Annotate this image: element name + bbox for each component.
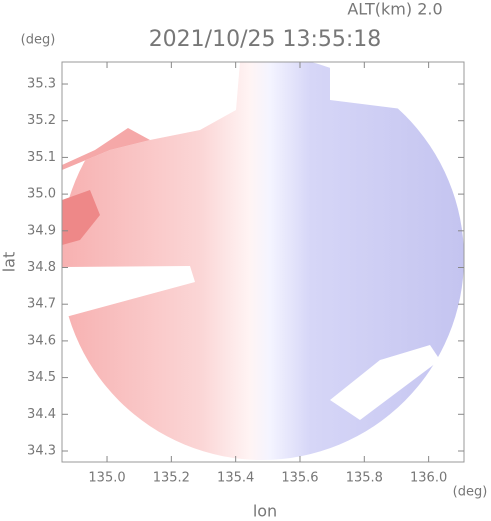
x-tick-label: 135.2 bbox=[153, 471, 190, 486]
y-unit: (deg) bbox=[21, 33, 56, 48]
y-tick-label: 34.6 bbox=[27, 333, 56, 348]
y-tick-label: 34.7 bbox=[27, 297, 56, 312]
y-tick-label: 35.1 bbox=[27, 150, 56, 165]
x-tick-label: 136.0 bbox=[410, 471, 447, 486]
x-tick-label: 135.4 bbox=[217, 471, 254, 486]
annotation: ALT(km) 2.0 bbox=[347, 0, 442, 19]
x-tick-label: 135.0 bbox=[88, 471, 125, 486]
x-tick-label: 135.6 bbox=[281, 471, 318, 486]
x-unit: (deg) bbox=[453, 485, 488, 500]
y-tick-label: 34.3 bbox=[27, 443, 56, 458]
y-tick-label: 34.9 bbox=[27, 223, 56, 238]
plot-frame bbox=[61, 61, 465, 463]
y-tick-label: 35.2 bbox=[27, 113, 56, 128]
radar-field bbox=[62, 62, 464, 460]
y-axis-label: lat bbox=[0, 252, 19, 273]
y-tick-label: 35.3 bbox=[27, 77, 56, 92]
y-tick-label: 34.4 bbox=[27, 407, 56, 422]
x-tick-label: 135.8 bbox=[346, 471, 383, 486]
y-tick-label: 34.8 bbox=[27, 260, 56, 275]
y-tick-label: 35.0 bbox=[27, 187, 56, 202]
chart-title: 2021/10/25 13:55:18 bbox=[149, 27, 382, 52]
y-tick-label: 34.5 bbox=[27, 370, 56, 385]
x-axis-label: lon bbox=[253, 502, 277, 521]
